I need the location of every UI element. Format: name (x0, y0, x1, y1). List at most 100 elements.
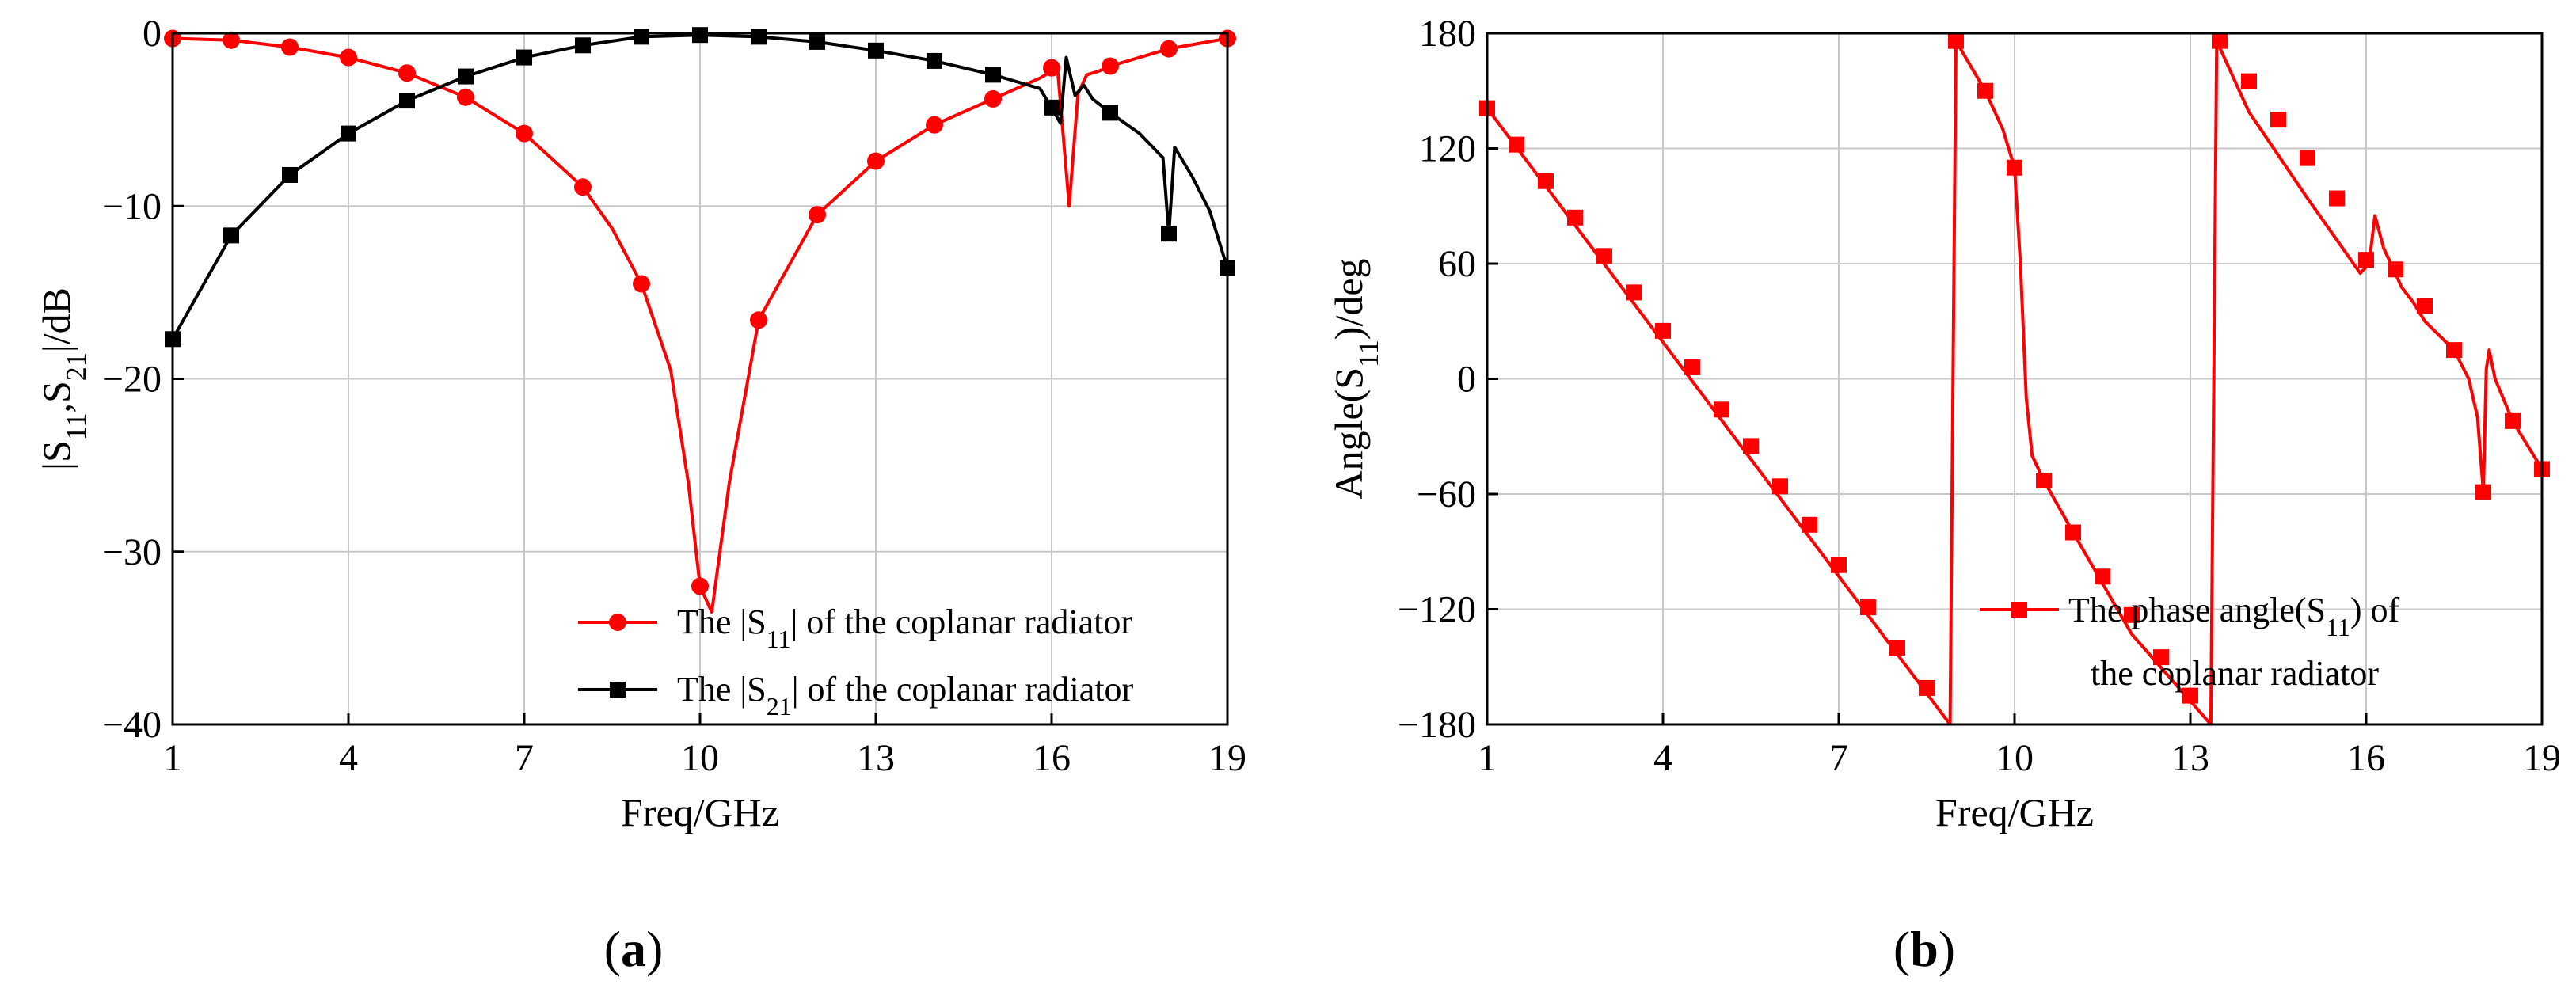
y-tick-label-6: 180 (1419, 13, 1476, 55)
point-a-1-12 (868, 42, 884, 59)
panel-a-chart: 1 4 7 10 13 16 19 −40 −30 −20 −10 0 Freq/GHz |S11,S… (34, 13, 1246, 834)
legend-marker-a-1 (610, 682, 626, 698)
point-b-0-20 (2065, 524, 2081, 541)
series-line-b-0 (1487, 39, 2542, 724)
point-b-0-31 (2388, 261, 2403, 278)
point-b-0-13 (1860, 599, 1876, 616)
x-tick-label-1: 4 (1653, 737, 1672, 779)
point-a-0-3 (340, 48, 357, 67)
y-tick-label-4: 60 (1438, 243, 1476, 285)
x-axis-title-a: Freq/GHz (621, 790, 779, 834)
point-b-0-25 (2212, 32, 2228, 49)
legend-marker-a-0 (609, 614, 626, 631)
point-b-0-9 (1743, 438, 1759, 454)
point-a-1-10 (751, 29, 767, 45)
point-a-1-1 (223, 227, 239, 244)
point-b-0-5 (1626, 284, 1642, 301)
x-tick-label-3: 10 (681, 737, 719, 779)
point-b-0-26 (2241, 73, 2257, 89)
point-b-0-17 (1977, 82, 1993, 99)
point-b-0-16 (1948, 32, 1964, 49)
series-layer-b (1479, 32, 2550, 724)
point-a-1-8 (634, 29, 649, 45)
y-tick-label-3: −10 (102, 185, 162, 227)
legend-marker-b-0 (2011, 602, 2027, 618)
legend-a: The |S11| of the coplanar radiator The |S… (578, 603, 1134, 720)
x-tick-label-6: 19 (2523, 737, 2561, 779)
point-b-0-3 (1567, 209, 1583, 226)
point-a-0-17 (1160, 40, 1178, 58)
x-tick-label-4: 13 (857, 737, 895, 779)
ticks-b: 1 4 7 10 13 16 19 −180 −120 −60 0 60 120 180 (1398, 13, 2561, 779)
point-a-1-14 (985, 67, 1001, 83)
point-a-1-6 (516, 49, 532, 66)
x-axis-title-b: Freq/GHz (1935, 790, 2094, 834)
point-b-0-19 (2036, 473, 2052, 489)
y-axis-title-b: Angle(S11)/deg (1326, 258, 1384, 499)
ticks-a: 1 4 7 10 13 16 19 −40 −30 −20 −10 0 (102, 13, 1246, 779)
legend-label-a-1: The |S21| of the coplanar radiator (677, 670, 1134, 720)
grid-a (173, 33, 1227, 724)
point-b-0-15 (1919, 679, 1935, 696)
point-b-0-8 (1714, 401, 1729, 418)
point-a-0-9 (691, 577, 709, 595)
point-b-0-7 (1684, 359, 1700, 375)
point-b-0-1 (1509, 136, 1524, 153)
y-tick-label-4: 0 (143, 13, 162, 55)
point-a-1-13 (927, 52, 942, 69)
legend-item-b-0: The phase angle(S11) of the coplanar radi… (1980, 591, 2399, 693)
x-tick-label-6: 19 (1208, 737, 1246, 779)
y-tick-label-0: −180 (1398, 704, 1476, 746)
point-a-1-9 (692, 27, 708, 44)
series-layer-a (164, 27, 1236, 614)
point-b-0-12 (1831, 557, 1847, 573)
point-b-0-2 (1538, 173, 1554, 189)
point-b-0-10 (1772, 478, 1788, 495)
series-line-a-1 (173, 33, 1227, 340)
legend-label-a-0: The |S11| of the coplanar radiator (677, 603, 1132, 653)
point-a-0-15 (1043, 59, 1060, 77)
series-a-1 (173, 33, 1227, 340)
legend-item-a-1: The |S21| of the coplanar radiator (578, 670, 1134, 720)
x-tick-label-3: 10 (1996, 737, 2034, 779)
point-b-0-27 (2270, 112, 2286, 128)
x-tick-label-5: 16 (1033, 737, 1071, 779)
point-a-1-2 (282, 166, 298, 183)
legend-item-a-0: The |S11| of the coplanar radiator (578, 603, 1132, 653)
point-b-0-11 (1802, 516, 1817, 533)
x-tick-label-2: 7 (1829, 737, 1848, 779)
point-a-0-6 (516, 124, 533, 143)
x-tick-label-0: 1 (163, 737, 182, 779)
x-tick-label-5: 16 (2347, 737, 2385, 779)
panel-caption-a-letter: a (621, 921, 646, 977)
point-a-0-2 (281, 38, 299, 56)
point-a-0-7 (574, 178, 592, 196)
legend-b: The phase angle(S11) of the coplanar radi… (1980, 591, 2399, 693)
point-a-1-17 (1161, 226, 1177, 242)
point-b-0-4 (1596, 248, 1612, 264)
point-a-1-11 (809, 33, 825, 50)
point-b-0-34 (2475, 484, 2491, 500)
panel-caption-b-letter: b (1910, 921, 1939, 977)
point-b-0-32 (2417, 298, 2433, 314)
point-b-0-33 (2446, 342, 2462, 359)
point-b-0-6 (1655, 322, 1671, 339)
point-a-0-13 (926, 116, 943, 134)
grid-b (1487, 33, 2542, 724)
point-a-1-15 (1044, 99, 1060, 116)
x-tick-label-4: 13 (2171, 737, 2209, 779)
point-b-0-23 (2153, 649, 2169, 666)
panel-caption-a: (a) (604, 921, 664, 977)
series-b-0 (1487, 39, 2542, 724)
point-b-0-29 (2329, 190, 2345, 207)
legend-label-line2-b-0: the coplanar radiator (2091, 654, 2379, 693)
series-markers-a-1 (165, 27, 1235, 348)
point-a-0-14 (984, 89, 1002, 108)
y-tick-label-0: −40 (102, 704, 162, 746)
point-b-0-30 (2358, 252, 2374, 268)
point-a-0-1 (223, 31, 240, 49)
point-b-0-28 (2300, 150, 2315, 166)
point-a-1-3 (341, 125, 356, 142)
y-tick-label-3: 0 (1457, 359, 1476, 401)
